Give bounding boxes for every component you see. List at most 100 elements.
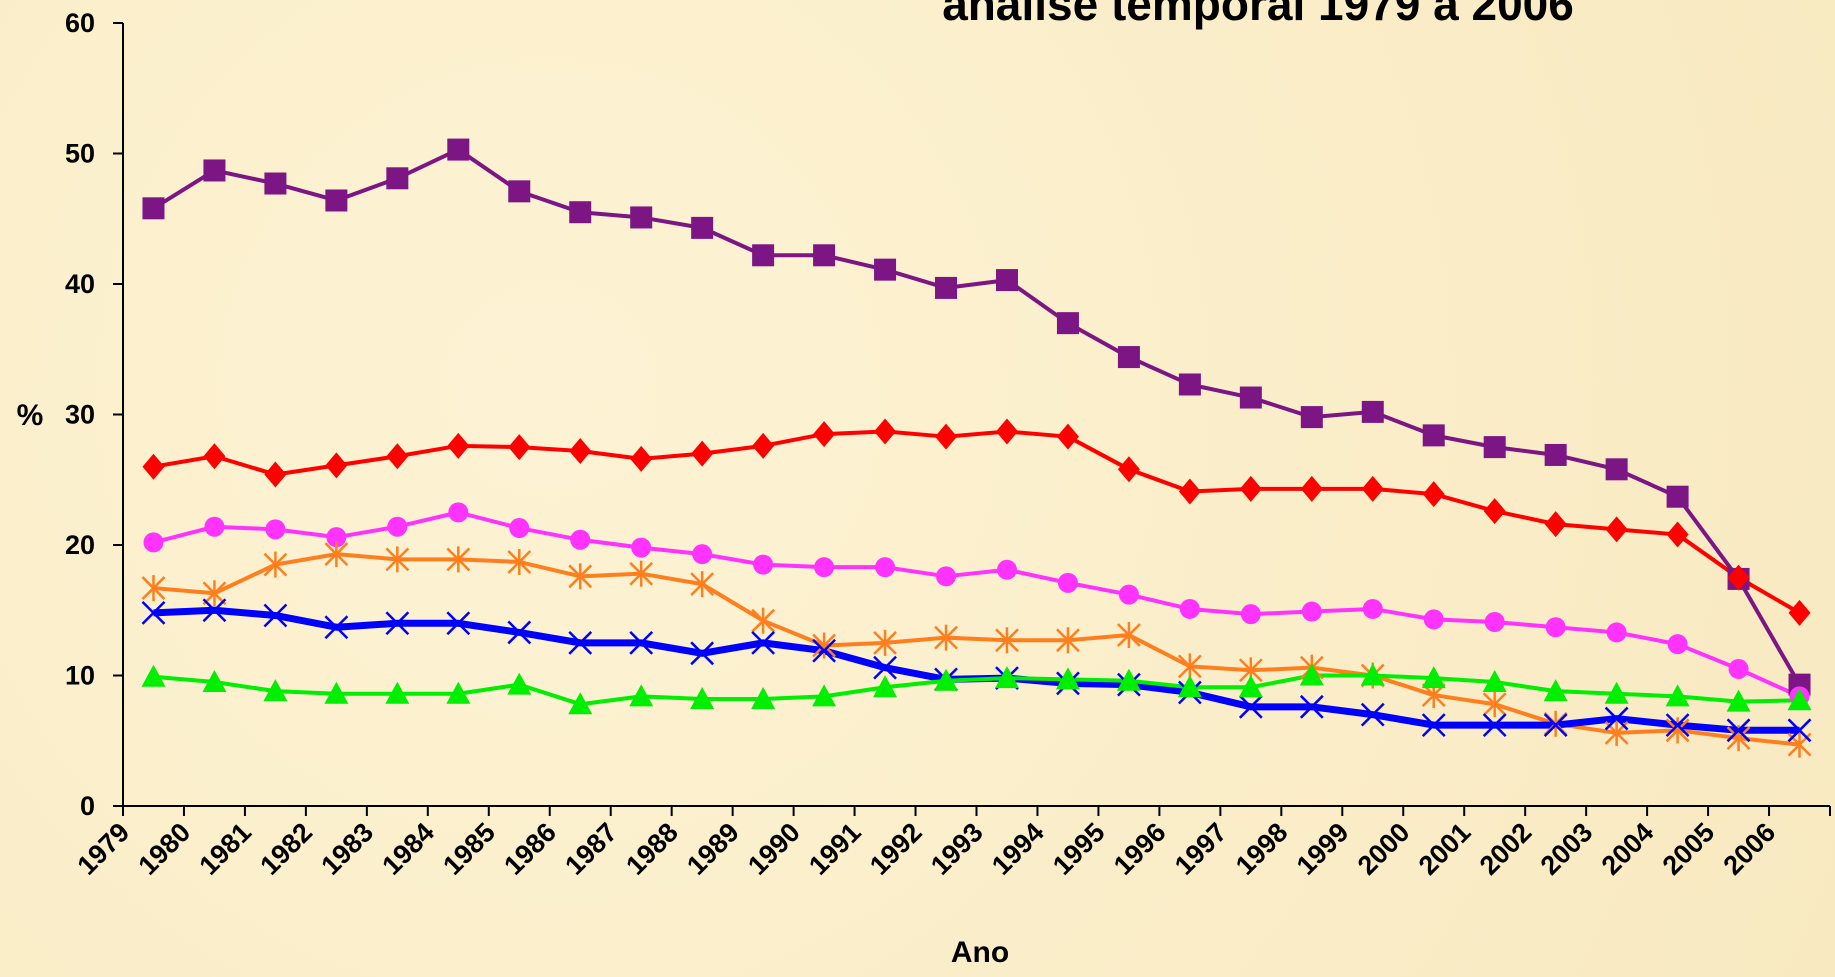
x-tick-label: 1996	[1108, 817, 1172, 881]
marker	[1728, 658, 1749, 679]
point	[263, 603, 288, 628]
marker	[1605, 516, 1628, 543]
point	[1421, 666, 1446, 689]
marker	[1604, 706, 1629, 731]
marker	[630, 445, 653, 472]
marker	[690, 641, 715, 666]
marker	[1239, 386, 1262, 409]
point	[752, 432, 775, 459]
marker	[507, 672, 532, 695]
marker	[568, 630, 593, 655]
point	[141, 664, 166, 687]
point	[934, 668, 959, 691]
point	[812, 632, 836, 659]
marker	[630, 206, 653, 229]
marker	[264, 461, 287, 488]
marker	[570, 529, 591, 550]
series-line	[153, 429, 1801, 615]
point	[629, 560, 654, 587]
point	[446, 546, 471, 573]
marker	[691, 440, 714, 467]
point	[1667, 634, 1688, 655]
marker	[1055, 667, 1080, 690]
point	[751, 607, 776, 634]
marker	[324, 681, 349, 704]
marker	[934, 668, 959, 691]
x-tick-label: 1993	[925, 817, 989, 881]
x-tick-label: 1980	[133, 817, 197, 881]
point	[630, 206, 653, 229]
point	[753, 554, 774, 575]
point	[1665, 684, 1690, 707]
marker	[629, 684, 654, 707]
y-tick-label: 60	[65, 8, 95, 38]
marker	[1726, 689, 1751, 712]
point	[873, 675, 898, 698]
point	[1726, 718, 1751, 743]
point	[508, 434, 531, 461]
marker	[1543, 679, 1568, 702]
point	[1787, 718, 1812, 743]
point	[325, 452, 348, 479]
marker	[387, 516, 408, 537]
marker	[1543, 713, 1568, 737]
x-tick-label: 2004	[1596, 817, 1660, 881]
marker	[1423, 609, 1444, 630]
marker	[751, 686, 776, 709]
x-tick-label: 1979	[72, 817, 136, 881]
marker	[1117, 456, 1140, 483]
point	[631, 537, 652, 558]
marker	[1240, 604, 1261, 625]
point	[387, 516, 408, 537]
point	[1238, 694, 1263, 719]
point	[690, 571, 715, 598]
point	[1666, 521, 1689, 548]
marker	[447, 138, 470, 161]
x-tick-label: 1998	[1230, 817, 1294, 881]
marker	[1299, 694, 1324, 719]
point	[447, 138, 470, 161]
marker	[1178, 478, 1201, 505]
marker	[751, 630, 776, 655]
point	[629, 630, 654, 655]
point	[1360, 663, 1385, 686]
point	[569, 438, 592, 465]
marker	[994, 666, 1019, 689]
point	[507, 620, 532, 645]
marker	[386, 167, 409, 190]
point	[385, 681, 410, 704]
marker	[935, 276, 958, 299]
series-line	[152, 147, 1802, 686]
marker	[1484, 611, 1505, 632]
x-tick-label: 1985	[437, 817, 501, 881]
marker	[1361, 400, 1384, 423]
point	[568, 692, 593, 715]
marker	[1361, 475, 1384, 502]
point	[1117, 346, 1140, 369]
point	[507, 548, 532, 575]
marker	[995, 418, 1018, 445]
marker	[1117, 346, 1140, 369]
point	[1239, 386, 1262, 409]
marker	[1483, 436, 1506, 459]
point	[570, 529, 591, 550]
x-tick-label: 2003	[1535, 817, 1599, 881]
point	[1482, 691, 1507, 718]
marker	[1665, 713, 1690, 737]
marker	[1422, 481, 1445, 508]
y-tick-label: 0	[80, 791, 95, 821]
point	[1726, 689, 1751, 712]
x-tick-label: 1986	[498, 817, 562, 881]
marker	[263, 603, 288, 628]
point	[1056, 627, 1080, 654]
point	[324, 615, 349, 640]
point	[448, 502, 469, 523]
x-tick-label: 1999	[1291, 817, 1355, 881]
marker	[875, 557, 896, 578]
marker	[325, 452, 348, 479]
point	[447, 432, 470, 459]
point	[935, 276, 958, 299]
point	[1057, 572, 1078, 593]
x-tick-label: 1984	[376, 817, 440, 881]
point	[509, 518, 530, 539]
